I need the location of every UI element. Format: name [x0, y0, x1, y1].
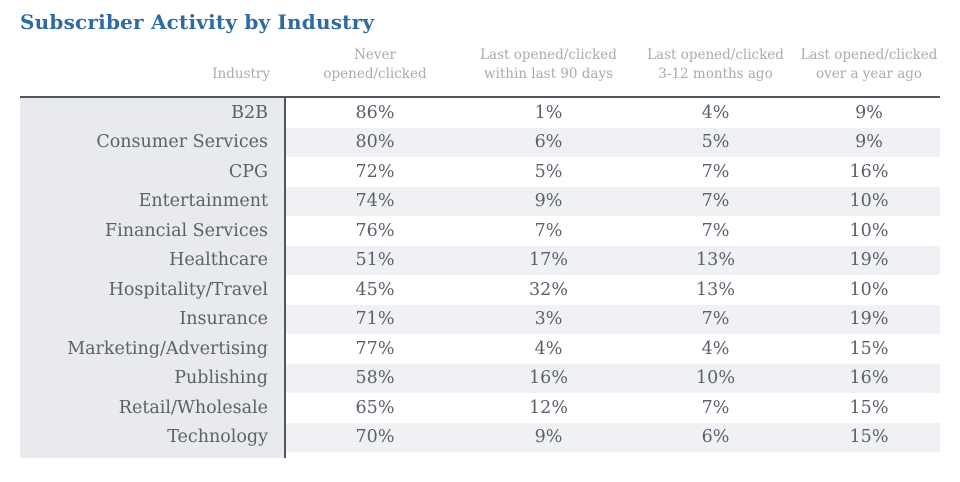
table-row: Consumer Services 80% 6% 5% 9% — [20, 127, 940, 157]
table-body: B2B 86% 1% 4% 9% Consumer Services 80% 6% 5% 9% CP… — [20, 98, 940, 458]
column-header-3-12-months: Last opened/clicked 3-12 months ago — [647, 47, 784, 82]
value-cell: 9% — [464, 186, 633, 216]
value-cell: 45% — [286, 275, 464, 305]
industry-cell: Healthcare — [20, 245, 286, 275]
value-cell: 7% — [633, 157, 798, 187]
table-row: Retail/Wholesale 65% 12% 7% 15% — [20, 393, 940, 423]
value-cell: 5% — [464, 157, 633, 187]
value-cell: 10% — [798, 186, 940, 216]
value-cell: 16% — [798, 363, 940, 393]
value-cell: 9% — [798, 98, 940, 128]
value-cell: 7% — [633, 304, 798, 334]
table-row: CPG 72% 5% 7% 16% — [20, 157, 940, 187]
value-cell: 9% — [798, 127, 940, 157]
value-cell: 32% — [464, 275, 633, 305]
industry-cell: Insurance — [20, 304, 286, 334]
value-cell: 4% — [464, 334, 633, 364]
value-cell: 13% — [633, 275, 798, 305]
subscriber-activity-table: Industry Never opened/clicked Last opene… — [20, 46, 940, 458]
value-cell: 7% — [633, 186, 798, 216]
value-cell: 51% — [286, 245, 464, 275]
value-cell: 15% — [798, 393, 940, 423]
value-cell: 5% — [633, 127, 798, 157]
industry-cell: Retail/Wholesale — [20, 393, 286, 423]
column-header-industry: Industry — [20, 65, 286, 84]
industry-cell: B2B — [20, 98, 286, 128]
table-row: Entertainment 74% 9% 7% 10% — [20, 186, 940, 216]
value-cell: 10% — [633, 363, 798, 393]
value-cell: 15% — [798, 422, 940, 452]
value-cell: 74% — [286, 186, 464, 216]
table-row: Publishing 58% 16% 10% 16% — [20, 363, 940, 393]
column-header-last-90-days: Last opened/clicked within last 90 days — [480, 47, 617, 82]
table-header-row: Industry Never opened/clicked Last opene… — [20, 46, 940, 98]
column-header-never-opened: Never opened/clicked — [323, 47, 427, 82]
value-cell: 1% — [464, 98, 633, 128]
value-cell: 13% — [633, 245, 798, 275]
value-cell: 7% — [464, 216, 633, 246]
table-footer-spacer — [20, 452, 940, 458]
value-cell: 9% — [464, 422, 633, 452]
value-cell: 80% — [286, 127, 464, 157]
industry-cell: Consumer Services — [20, 127, 286, 157]
value-cell: 72% — [286, 157, 464, 187]
value-cell: 15% — [798, 334, 940, 364]
industry-cell: Hospitality/Travel — [20, 275, 286, 305]
value-cell: 76% — [286, 216, 464, 246]
value-cell: 77% — [286, 334, 464, 364]
value-cell: 3% — [464, 304, 633, 334]
table-row: B2B 86% 1% 4% 9% — [20, 98, 940, 128]
industry-cell: CPG — [20, 157, 286, 187]
table-row: Technology 70% 9% 6% 15% — [20, 422, 940, 452]
industry-cell: Marketing/Advertising — [20, 334, 286, 364]
value-cell: 16% — [464, 363, 633, 393]
value-cell: 7% — [633, 393, 798, 423]
value-cell: 16% — [798, 157, 940, 187]
value-cell: 71% — [286, 304, 464, 334]
value-cell: 86% — [286, 98, 464, 128]
value-cell: 6% — [633, 422, 798, 452]
industry-column-footer — [20, 452, 286, 458]
value-cell: 10% — [798, 275, 940, 305]
value-cell: 6% — [464, 127, 633, 157]
value-cell: 19% — [798, 304, 940, 334]
column-header-industry-label: Industry — [212, 66, 270, 82]
value-cell: 58% — [286, 363, 464, 393]
value-cell: 65% — [286, 393, 464, 423]
value-cell: 70% — [286, 422, 464, 452]
table-row: Hospitality/Travel 45% 32% 13% 10% — [20, 275, 940, 305]
value-cell: 10% — [798, 216, 940, 246]
value-cell: 12% — [464, 393, 633, 423]
table-row: Marketing/Advertising 77% 4% 4% 15% — [20, 334, 940, 364]
value-cell: 19% — [798, 245, 940, 275]
column-header-over-a-year: Last opened/clicked over a year ago — [800, 47, 938, 82]
page-title: Subscriber Activity by Industry — [20, 10, 375, 34]
industry-cell: Technology — [20, 422, 286, 452]
value-cell: 7% — [633, 216, 798, 246]
value-cell: 17% — [464, 245, 633, 275]
industry-cell: Entertainment — [20, 186, 286, 216]
value-cell: 4% — [633, 334, 798, 364]
table-row: Financial Services 76% 7% 7% 10% — [20, 216, 940, 246]
table-row: Healthcare 51% 17% 13% 19% — [20, 245, 940, 275]
table-row: Insurance 71% 3% 7% 19% — [20, 304, 940, 334]
value-cell: 4% — [633, 98, 798, 128]
industry-cell: Financial Services — [20, 216, 286, 246]
industry-cell: Publishing — [20, 363, 286, 393]
